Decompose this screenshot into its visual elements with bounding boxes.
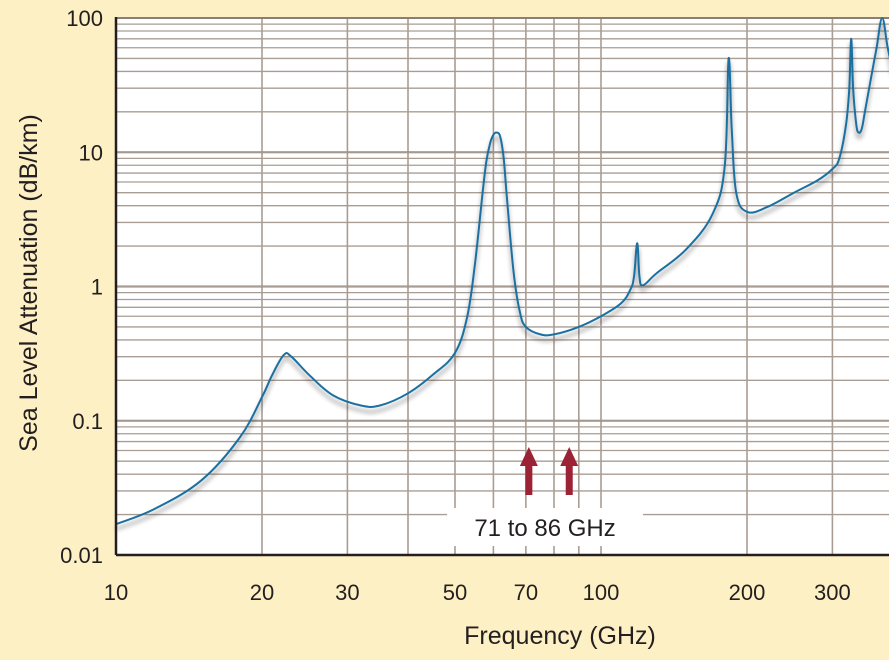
y-tick-label: 1 <box>91 275 103 300</box>
x-tick-label: 30 <box>335 580 359 605</box>
annotation-label-bg <box>447 508 644 546</box>
frequency-arrow-head <box>519 447 538 466</box>
x-tick-label: 300 <box>814 580 851 605</box>
x-tick-label: 100 <box>583 580 620 605</box>
x-tick-label: 50 <box>443 580 467 605</box>
frequency-arrow-shaft <box>525 463 533 495</box>
y-tick-label: 10 <box>79 140 103 165</box>
x-axis-title: Frequency (GHz) <box>464 622 656 650</box>
x-tick-label: 20 <box>250 580 274 605</box>
y-tick-label: 0.01 <box>60 543 103 568</box>
x-tick-label: 10 <box>104 580 128 605</box>
tick-labels: 10 20 30 50 70 100 200 300 0.01 0.1 1 10 100 <box>60 6 851 605</box>
annotation: 71 to 86 GHz <box>447 447 644 546</box>
frequency-arrow-shaft <box>565 463 573 495</box>
annotation-label: 71 to 86 GHz <box>474 515 615 542</box>
y-tick-label: 100 <box>66 6 103 31</box>
frequency-arrow-head <box>560 447 579 466</box>
grid <box>116 17 889 555</box>
x-tick-label: 70 <box>514 580 538 605</box>
y-axis-title: Sea Level Attenuation (dB/km) <box>15 114 43 452</box>
y-tick-label: 0.1 <box>72 409 103 434</box>
series-layer <box>115 17 889 526</box>
axes <box>114 17 889 557</box>
x-tick-label: 200 <box>729 580 766 605</box>
series-line <box>115 17 889 526</box>
